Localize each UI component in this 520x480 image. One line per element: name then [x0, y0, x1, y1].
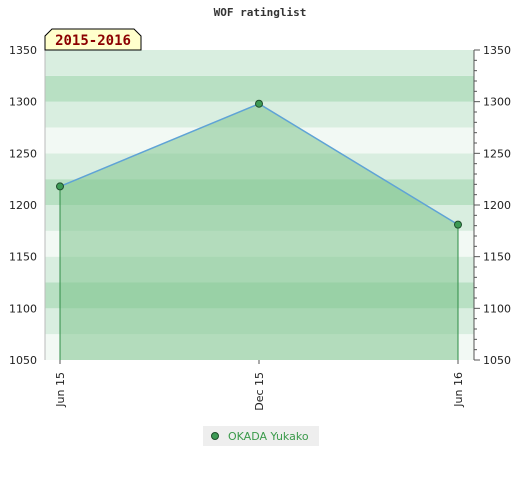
y-tick-label-right: 1350: [483, 44, 511, 57]
series-area: [60, 103, 458, 360]
x-tick-label: Dec 15: [253, 372, 266, 411]
y-tick-label-right: 1250: [483, 147, 511, 160]
background-band: [45, 75, 474, 102]
left-y-axis: 1050 1100 1150 1200 1250 1300 1350: [9, 44, 46, 367]
area-layer: [60, 103, 458, 360]
y-tick-label-left: 1050: [9, 354, 37, 367]
x-tick-label: Jun 15: [54, 372, 67, 408]
y-tick-label-left: 1150: [9, 251, 37, 264]
period-label: 2015-2016: [55, 33, 131, 49]
y-tick-label-right: 1150: [483, 251, 511, 264]
y-tick-label-left: 1250: [9, 147, 37, 160]
background-band: [45, 50, 474, 76]
y-tick-label-left: 1350: [9, 44, 37, 57]
legend-series-name: OKADA Yukako: [228, 430, 309, 443]
chart-title: WOF ratinglist: [214, 6, 307, 19]
y-tick-label-left: 1200: [9, 199, 37, 212]
legend-marker-icon: [211, 432, 219, 440]
legend-background: [203, 426, 319, 446]
x-tick-label: Jun 16: [452, 372, 465, 408]
drop-lines: [59, 186, 459, 360]
x-axis: Jun 15 Dec 15 Jun 16: [54, 360, 465, 411]
data-point[interactable]: [454, 220, 462, 229]
y-tick-label-right: 1100: [483, 302, 511, 315]
y-tick-label-left: 1100: [9, 302, 37, 315]
data-point[interactable]: [56, 182, 64, 191]
legend[interactable]: OKADA Yukako: [203, 426, 319, 446]
period-box: 2015-2016: [44, 28, 142, 51]
data-points: [56, 99, 462, 229]
y-tick-label-right: 1050: [483, 354, 511, 367]
data-point[interactable]: [255, 99, 263, 108]
y-tick-label-right: 1300: [483, 96, 511, 109]
right-y-axis: 1050 1100 1150 1200 1250 1300 1350: [473, 44, 511, 367]
y-tick-label-left: 1300: [9, 96, 37, 109]
period-box-shape: [44, 28, 142, 51]
y-tick-label-right: 1200: [483, 199, 511, 212]
